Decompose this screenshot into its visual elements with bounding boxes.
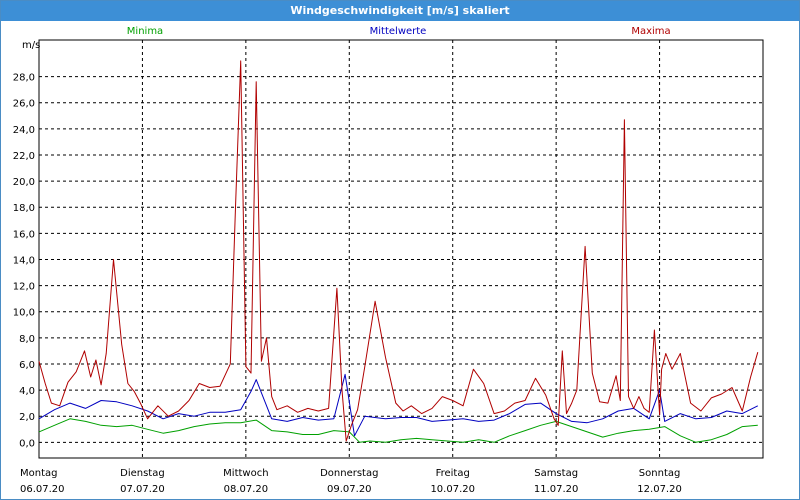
legend-maxima: Maxima: [631, 26, 670, 37]
x-tick-day-label: Donnerstag: [320, 468, 378, 479]
x-tick-day-label: Samstag: [534, 468, 578, 479]
y-tick-label: 16,0: [13, 229, 35, 240]
y-tick-label: 6,0: [19, 360, 35, 371]
y-tick-label: 20,0: [13, 177, 35, 188]
x-tick-day-label: Dienstag: [120, 468, 165, 479]
y-tick-label: 0,0: [19, 438, 35, 449]
y-axis-labels: 0,0 2,0 4,0 6,0 8,0 10,0 12,0 14,0 16,0 18,0 20,0 2…: [13, 73, 35, 450]
x-tick-day-label: Mittwoch: [223, 468, 268, 479]
x-tick-date-label: 11.07.20: [534, 484, 579, 495]
series-line-maxima: [38, 60, 759, 442]
y-tick-label: 26,0: [13, 99, 35, 110]
x-tick-day-label: Sonntag: [639, 468, 681, 479]
y-tick-label: 24,0: [13, 125, 35, 136]
legend-minima: Minima: [127, 26, 163, 37]
y-tick-label: 10,0: [13, 308, 35, 319]
x-axis-labels: Montag 06.07.20 Dienstag 07.07.20 Mittwoch 08…: [20, 468, 682, 495]
y-tick-label: 28,0: [13, 73, 35, 84]
x-tick-date-label: 07.07.20: [120, 484, 165, 495]
x-tick-date-label: 10.07.20: [430, 484, 475, 495]
x-tick-date-label: 08.07.20: [224, 484, 269, 495]
x-tick-day-label: Freitag: [436, 468, 470, 479]
y-tick-label: 18,0: [13, 203, 35, 214]
y-tick-label: 22,0: [13, 151, 35, 162]
y-tick-label: 8,0: [19, 334, 35, 345]
y-tick-label: 14,0: [13, 255, 35, 266]
x-tick-date-label: 06.07.20: [20, 484, 65, 495]
y-tick-label: 4,0: [19, 386, 35, 397]
y-unit-label: m/s: [22, 40, 40, 51]
series-lines: [38, 60, 759, 443]
legend-mittelwerte: Mittelwerte: [370, 26, 427, 37]
grid: [39, 40, 763, 458]
y-tick-label: 2,0: [19, 412, 35, 423]
x-tick-date-label: 12.07.20: [637, 484, 682, 495]
x-tick-day-label: Montag: [20, 468, 57, 479]
plot-area-border: [38, 39, 764, 459]
window-title: Windgeschwindigkeit [m/s] skaliert: [1, 1, 799, 21]
x-tick-date-label: 09.07.20: [327, 484, 372, 495]
series-line-minima: [38, 418, 758, 443]
y-tick-label: 12,0: [13, 282, 35, 293]
series-line-mittelwerte: [38, 373, 759, 437]
